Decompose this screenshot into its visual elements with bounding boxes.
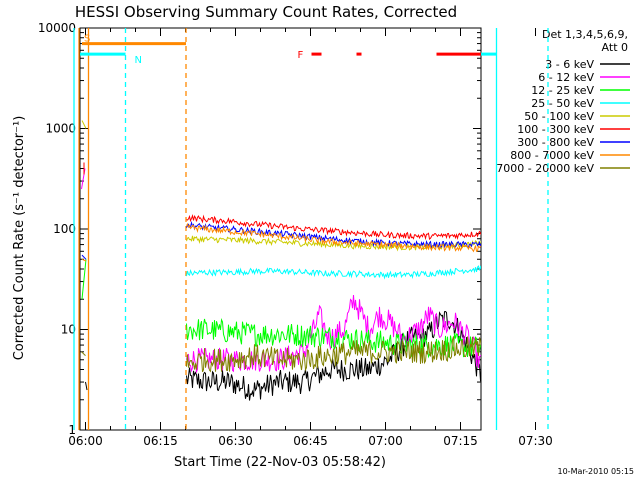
legend-entry-label: 7000 - 20000 keV	[496, 162, 594, 175]
series-line-early	[81, 254, 87, 260]
state-bar-label-flare_F: F	[298, 50, 304, 61]
series-7	[81, 222, 481, 262]
legend-entry-label: 50 - 100 keV	[524, 110, 594, 123]
series-1	[81, 168, 481, 374]
plot-area: 1 10 100 1000 10000 06:00 06:15 06:30 06:45 07:00…	[38, 21, 553, 448]
x-tick-label: 07:15	[443, 434, 478, 448]
legend-entry-label: 25 - 50 keV	[531, 97, 594, 110]
series-line	[186, 310, 481, 401]
series-line	[186, 336, 481, 373]
x-tick-label: 06:45	[293, 434, 328, 448]
y-axis-label: Corrected Count Rate (s⁻¹ detector⁻¹)	[12, 116, 27, 361]
y-tick-label: 1000	[45, 122, 76, 136]
state-bar-label-attenuator_S: S	[84, 34, 90, 45]
x-tick-label: 07:30	[518, 434, 553, 448]
legend-header-line-1: Det 1,3,4,5,6,9,	[542, 28, 628, 41]
legend-entry-label: 3 - 6 keV	[545, 58, 594, 71]
series-0	[85, 310, 481, 401]
series-line	[186, 235, 481, 252]
y-tick-label: 1	[68, 423, 76, 437]
legend-entry-label: 6 - 12 keV	[538, 71, 594, 84]
series-line	[186, 222, 481, 253]
state-bar-label-night_N: N	[135, 55, 142, 66]
x-tick-label: 06:15	[143, 434, 178, 448]
chart-title: HESSI Observing Summary Count Rates, Cor…	[75, 3, 457, 21]
series-line	[186, 294, 481, 374]
series-line	[186, 264, 481, 280]
series-4	[81, 120, 481, 252]
series-line-early	[85, 381, 88, 391]
legend-entry-label: 100 - 300 keV	[517, 123, 594, 136]
plot-frame	[79, 27, 482, 431]
x-tick-label: 06:30	[218, 434, 253, 448]
series-line	[186, 214, 481, 241]
x-axis-label: Start Time (22-Nov-03 05:58:42)	[174, 455, 386, 470]
series-line-early	[81, 258, 87, 262]
series-line	[186, 317, 481, 359]
legend-header-line-2: Att 0	[602, 41, 628, 54]
y-tick-label: 100	[53, 222, 76, 236]
series-line-early	[81, 351, 86, 356]
x-axis: 06:00 06:15 06:30 06:45 07:00 07:15 07:30	[68, 28, 553, 448]
legend-entry-label: 800 - 7000 keV	[510, 149, 594, 162]
y-tick-label: 10	[61, 323, 76, 337]
series-2	[81, 259, 481, 359]
series-line-early	[81, 259, 87, 300]
legend-entry-label: 300 - 800 keV	[517, 136, 594, 149]
series-8	[81, 336, 481, 373]
series-5	[83, 162, 481, 241]
y-tick-label: 10000	[38, 21, 76, 35]
x-tick-label: 06:00	[68, 434, 103, 448]
y-axis-label-text: Corrected Count Rate (s⁻¹ detector⁻¹)	[12, 116, 27, 361]
x-tick-label: 07:00	[368, 434, 403, 448]
series-line-early	[81, 120, 87, 129]
footer-date-stamp: 10-Mar-2010 05:15	[558, 467, 635, 476]
legend-entry-label: 12 - 25 keV	[531, 84, 594, 97]
series-3	[186, 264, 481, 280]
